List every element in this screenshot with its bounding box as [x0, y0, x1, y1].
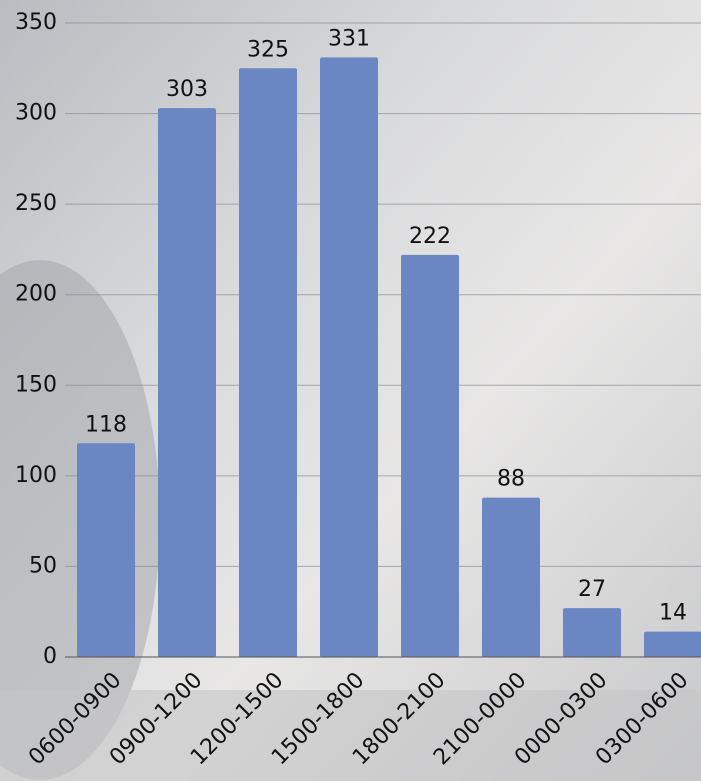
value-label: 14 [659, 601, 687, 626]
y-tick-label: 250 [15, 191, 57, 216]
y-tick-label: 300 [15, 101, 57, 126]
bar [563, 608, 621, 657]
bar [239, 68, 297, 658]
bar [401, 254, 459, 657]
value-label: 331 [328, 26, 370, 51]
bar [158, 108, 216, 657]
value-label: 27 [578, 577, 606, 602]
value-label: 118 [85, 412, 127, 437]
bar [644, 631, 701, 657]
value-label: 303 [166, 77, 208, 102]
value-label: 325 [247, 37, 289, 62]
bar [320, 57, 378, 658]
y-tick-label: 50 [29, 553, 57, 578]
y-tick-label: 0 [43, 644, 57, 669]
bar [77, 443, 135, 657]
y-tick-label: 100 [15, 463, 57, 488]
y-tick-label: 350 [15, 10, 57, 35]
value-label: 222 [409, 224, 451, 249]
y-tick-label: 150 [15, 372, 57, 397]
bar [482, 497, 540, 657]
value-label: 88 [497, 467, 525, 492]
background-shape [0, 690, 701, 781]
y-tick-label: 200 [15, 282, 57, 307]
